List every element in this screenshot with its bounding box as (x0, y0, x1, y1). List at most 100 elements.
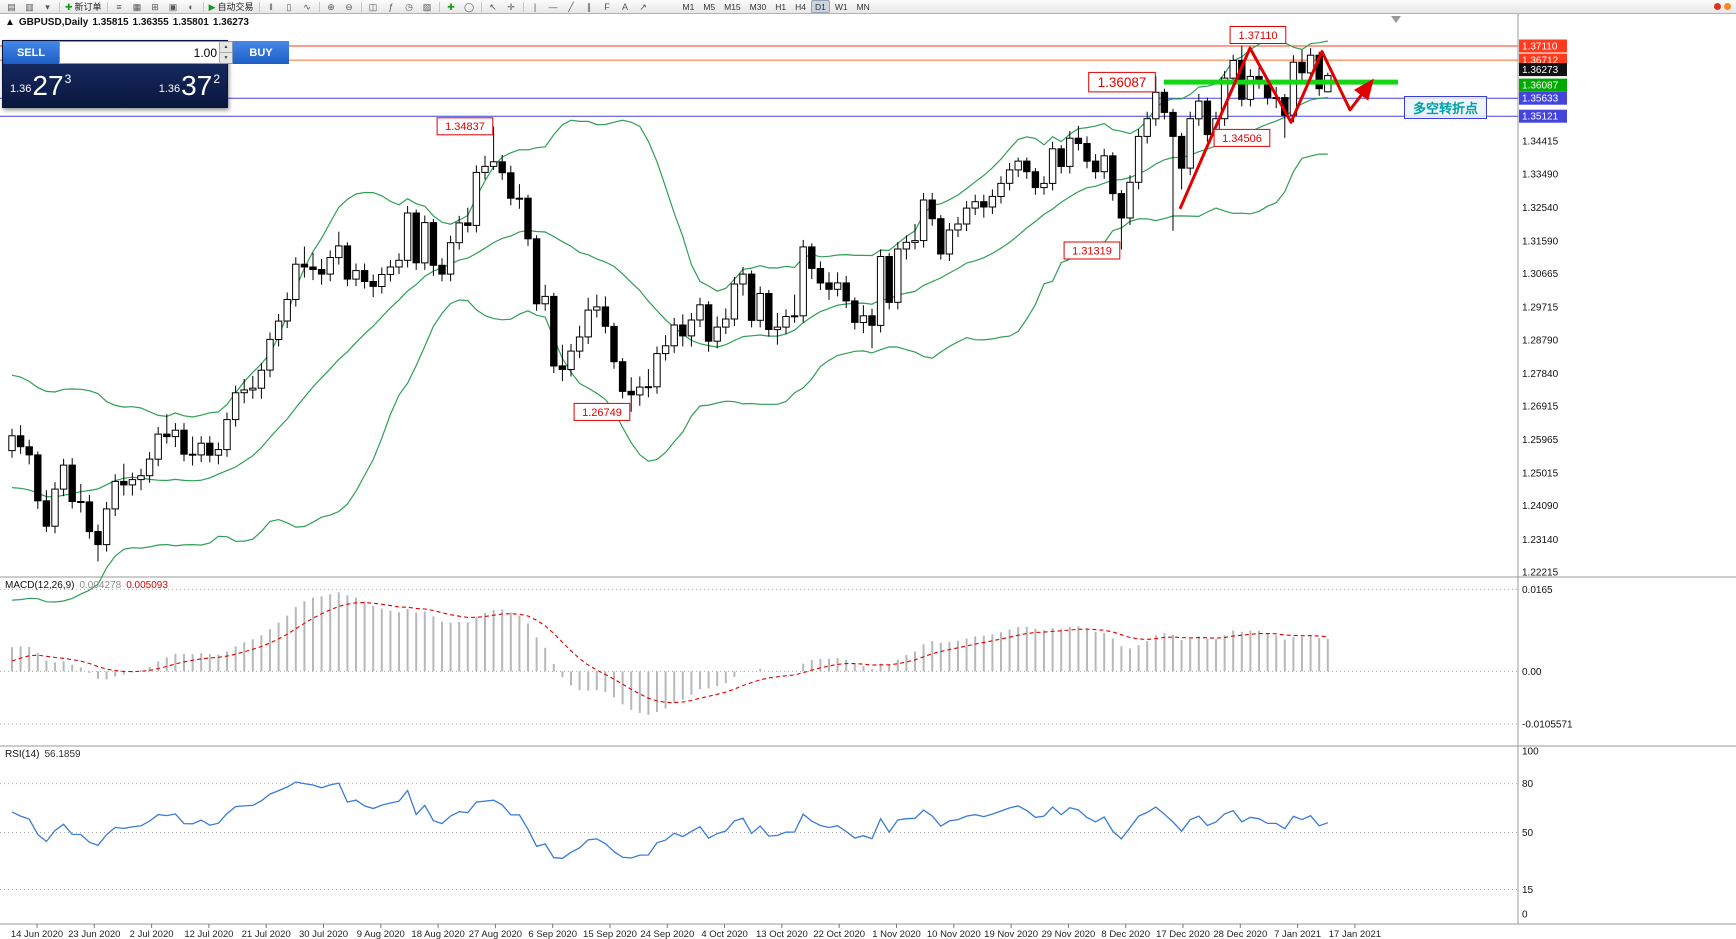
date-axis-label: 29 Nov 2020 (1041, 929, 1095, 939)
new-order-button-label: 新订单 (74, 2, 102, 12)
price-annotation-box[interactable] (573, 402, 631, 421)
candle-body (868, 315, 876, 326)
cursor-tool-button[interactable]: ↖ (485, 1, 502, 13)
price-annotation-box[interactable] (436, 117, 494, 136)
buy-button[interactable]: BUY (233, 41, 289, 64)
profiles-button[interactable]: ▥ (21, 1, 38, 13)
candle-body (971, 201, 979, 209)
ask-prefix: 1.36 (158, 82, 181, 95)
market-watch-icon: ≡ (116, 1, 122, 12)
candle-body (128, 479, 137, 486)
zoom-out-button[interactable]: ⊖ (341, 1, 358, 13)
price-axis-tick: 1.30665 (1522, 269, 1559, 280)
volume-up-icon[interactable]: ▲ (219, 42, 232, 53)
bollinger-upper-band (11, 38, 1328, 418)
news-dot-icon[interactable] (1724, 3, 1731, 10)
candle-body (670, 324, 678, 347)
auto-trading-button[interactable]: ▶ 自动交易 (207, 1, 256, 13)
periods-button[interactable]: ◷ (401, 1, 418, 13)
ask-price: 1.36 37 2 (158, 71, 220, 100)
bar-chart-button[interactable]: ‖ (263, 1, 280, 13)
fibonacci-tool[interactable]: F (599, 1, 616, 13)
vertical-line-tool[interactable]: | (527, 1, 544, 13)
trend-zigzag-arrow[interactable] (1178, 46, 1374, 210)
terminal-button[interactable]: ▣ (165, 1, 182, 13)
candle-body (567, 350, 575, 371)
market-watch-button[interactable]: ≡ (111, 1, 128, 13)
tile-windows-button[interactable]: ◫ (365, 1, 382, 13)
new-chart-button[interactable]: ▤ (3, 1, 20, 13)
bar-chart-icon: ‖ (269, 1, 273, 12)
macd-main-value: 0.004278 (79, 580, 122, 591)
alert-dot-icon[interactable] (1714, 3, 1721, 10)
candle-body (980, 201, 988, 208)
candle-body (644, 386, 653, 389)
timeframe-mn[interactable]: MN (856, 1, 870, 12)
price-annotation-box[interactable] (1063, 241, 1121, 260)
timeframe-m30[interactable]: M30 (749, 1, 767, 12)
timeframe-h1[interactable]: H1 (775, 1, 787, 12)
timeframe-m1[interactable]: M1 (682, 1, 695, 12)
text-tool[interactable]: A (617, 1, 634, 13)
price-annotation-box[interactable] (1229, 26, 1287, 44)
auto-trading-icon: ▶ (208, 1, 216, 12)
candle-body (412, 212, 420, 264)
chart-shift-marker[interactable] (1391, 16, 1401, 23)
templates-button[interactable]: ▨ (419, 1, 436, 13)
data-window-button[interactable]: ▦ (129, 1, 146, 13)
timeframe-m5[interactable]: M5 (703, 1, 716, 12)
timeframe-m15[interactable]: M15 (724, 1, 741, 12)
timeframe-switcher: M1 M5 M15 M30 H1 H4 D1 W1 MN (679, 0, 874, 13)
price-axis-marker (1519, 109, 1567, 123)
candle-body (696, 304, 704, 321)
price-annotation-label: 1.34837 (445, 121, 485, 133)
zoom-in-button[interactable]: ⊕ (323, 1, 340, 13)
toolbar-separator (318, 1, 320, 12)
strategy-tester-button[interactable]: ◐ (183, 1, 200, 13)
volume-input[interactable] (60, 42, 219, 63)
candlestick-chart-button[interactable]: ▯ (281, 1, 298, 13)
price-annotation-box[interactable] (1088, 71, 1156, 93)
auto-trading-button-label: 自动交易 (217, 2, 254, 12)
macd-axis-label: -0.0105571 (1522, 719, 1573, 730)
candle-body (1074, 137, 1083, 144)
timeframe-h4[interactable]: H4 (795, 1, 806, 12)
indicators-button[interactable]: ƒ (383, 1, 400, 13)
chart-list-dropdown[interactable]: ▾ (39, 1, 56, 13)
date-axis-label: 19 Nov 2020 (984, 929, 1038, 939)
channel-tool[interactable]: ∥ (581, 1, 598, 13)
candle-body (1169, 111, 1177, 137)
timeframe-d1[interactable]: D1 (810, 0, 830, 13)
candle-body (911, 240, 919, 243)
candle-body (1203, 100, 1212, 136)
date-axis-label: 17 Jan 2021 (1329, 929, 1381, 939)
candle-body (317, 269, 326, 275)
insert-object-button[interactable]: ✚ (443, 1, 460, 13)
navigator-button[interactable]: ⊞ (147, 1, 164, 13)
trendline-tool[interactable]: ╱ (563, 1, 580, 13)
arrows-tool[interactable]: ↗ (635, 1, 652, 13)
line-chart-button[interactable]: ∿ (299, 1, 316, 13)
new-order-button[interactable]: ✚ 新订单 (63, 1, 104, 13)
price-annotation-box[interactable] (1213, 128, 1271, 147)
price-axis-marker-label: 1.35633 (1522, 94, 1559, 105)
crosshair-tool-button[interactable]: ✛ (503, 1, 520, 13)
bull-bear-turning-point-note[interactable]: 多空转折点 (1404, 96, 1488, 119)
subwindow-arrow-icon[interactable]: ▲ (5, 17, 15, 28)
horizontal-line-tool[interactable]: — (545, 1, 562, 13)
timeframe-w1[interactable]: W1 (834, 1, 848, 12)
candle-body (627, 390, 635, 396)
terminal-icon: ▣ (168, 1, 178, 12)
candle-body (1005, 169, 1014, 184)
date-axis-label: 14 Jun 2020 (11, 929, 63, 939)
objects-list-button[interactable]: ◯ (461, 1, 478, 13)
candle-body (274, 320, 283, 341)
candle-body (1100, 155, 1108, 173)
price-axis-tick: 1.25965 (1522, 435, 1559, 446)
candle-body (687, 319, 696, 337)
sell-button[interactable]: SELL (3, 41, 59, 64)
price-axis-tick: 1.25015 (1522, 469, 1559, 480)
volume-down-icon[interactable]: ▼ (219, 53, 232, 63)
